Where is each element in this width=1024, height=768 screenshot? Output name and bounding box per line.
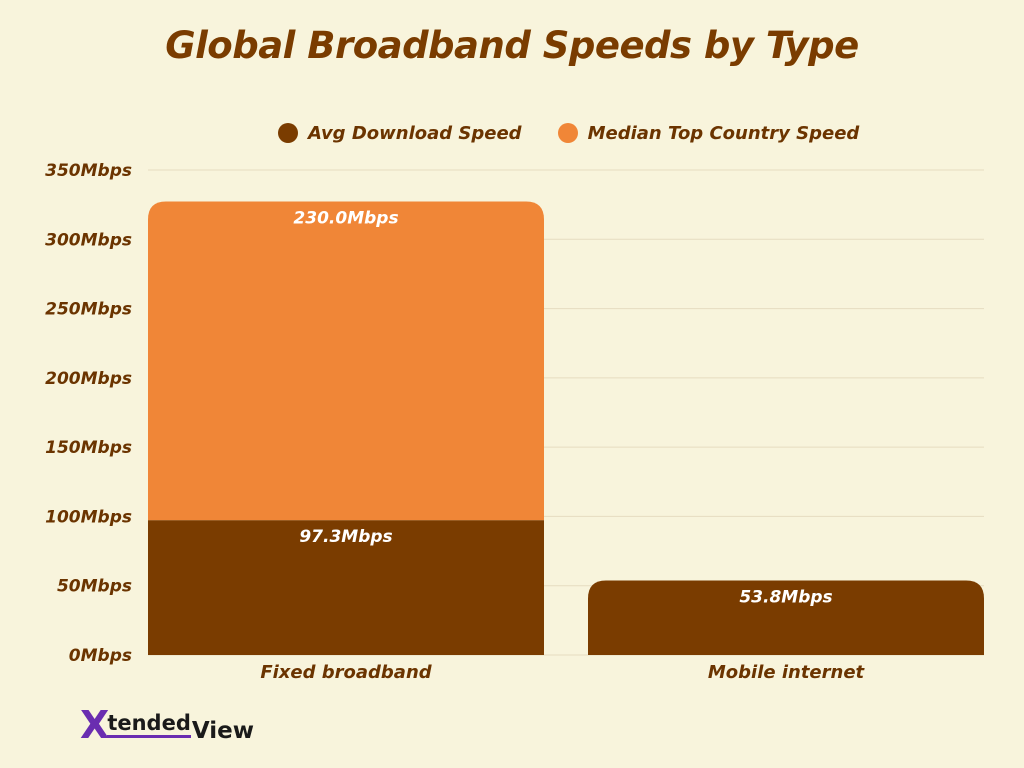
y-tick-label: 100Mbps	[45, 507, 132, 527]
y-tick-label: 350Mbps	[45, 161, 132, 181]
y-tick-label: 200Mbps	[45, 369, 132, 389]
legend-swatch-median-top	[557, 123, 578, 143]
x-tick-label: Fixed broadband	[260, 662, 432, 683]
y-tick-label: 0Mbps	[69, 646, 132, 666]
legend-item-avg-download: Avg Download Speed	[278, 123, 522, 144]
bar-value-label: 97.3Mbps	[299, 527, 392, 547]
xtendedview-logo: X tended View	[80, 704, 254, 744]
bar-segment	[148, 520, 544, 655]
bar-segment	[148, 201, 544, 521]
logo-word-view: View	[191, 718, 254, 744]
y-tick-label: 250Mbps	[45, 300, 132, 320]
bar-value-label: 230.0Mbps	[293, 208, 398, 228]
legend-label-median-top: Median Top Country Speed	[587, 122, 860, 144]
y-tick-label: 50Mbps	[57, 577, 132, 597]
bar-value-label: 53.8Mbps	[739, 587, 832, 607]
chart-legend: Avg Download Speed Median Top Country Sp…	[278, 120, 895, 146]
legend-item-median-top: Median Top Country Speed	[557, 122, 860, 144]
logo-word-tended: tended	[107, 711, 191, 738]
bar-segment	[588, 580, 984, 655]
x-tick-label: Mobile internet	[708, 662, 866, 683]
y-tick-label: 150Mbps	[45, 438, 132, 458]
y-tick-label: 300Mbps	[45, 230, 132, 250]
legend-label-avg-download: Avg Download Speed	[308, 122, 522, 144]
chart-title: Global Broadband Speeds by Type	[165, 24, 859, 67]
legend-swatch-avg-download	[278, 123, 298, 143]
logo-x-mark: X	[80, 703, 109, 747]
